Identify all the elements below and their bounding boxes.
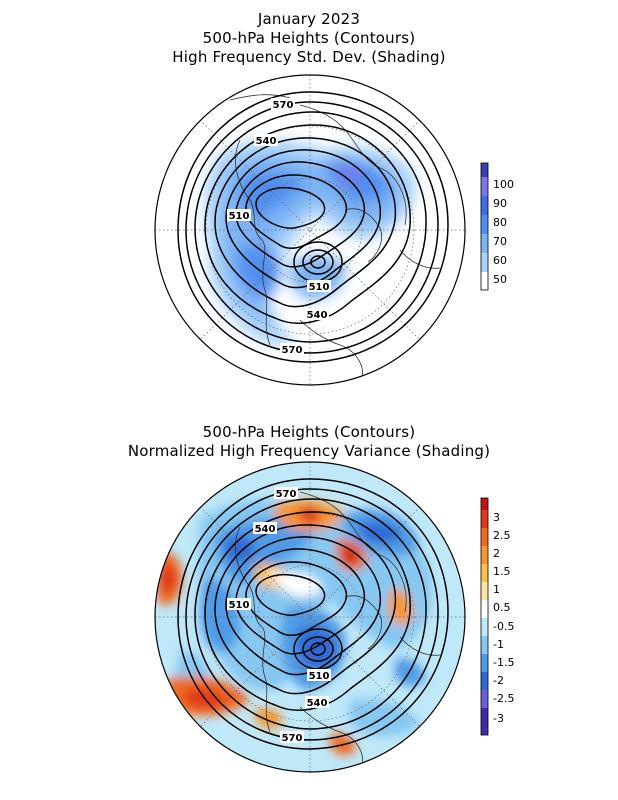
map1-label-510-left: 510: [229, 211, 250, 222]
map1-colorbar-swatch: [481, 234, 488, 253]
map1-label-510-low: 510: [309, 282, 330, 293]
map2-colorbar-label: 1.5: [493, 565, 511, 578]
map2-colorbar-label: -3: [493, 712, 504, 725]
map1-label-570-top: 570: [273, 100, 294, 111]
map2-colorbar-label: 3: [493, 511, 500, 524]
map1-height-contours: [177, 91, 449, 363]
map2-colorbar-swatch: [481, 600, 488, 618]
map2-colorbar-swatch: [481, 672, 488, 690]
map1-contour-labels: 570 540 510 510 540 570: [227, 98, 331, 356]
map1-polar-map: 570 540 510 510 540 570: [154, 74, 466, 386]
map2-title: 500-hPa Heights (Contours) Normalized Hi…: [0, 423, 618, 461]
map2-label-570-bottom: 570: [282, 733, 303, 744]
map2-label-540-bottom: 540: [307, 698, 328, 709]
map1-title-line2: 500-hPa Heights (Contours): [202, 29, 416, 47]
map2-colorbar-label: -2.5: [493, 692, 514, 705]
map2-colorbar-swatch: [481, 708, 488, 735]
map1-colorbar-label: 80: [493, 216, 507, 229]
map1-label-570-bottom: 570: [282, 345, 303, 356]
map1-colorbar-swatch: [481, 215, 488, 234]
map2-colorbar-label: -1: [493, 638, 504, 651]
map2-colorbar-label: 1: [493, 583, 500, 596]
map1-label-540-bottom: 540: [307, 310, 328, 321]
map2-colorbar-label: -0.5: [493, 620, 514, 633]
map2-contour-labels: 570 540 510 510 540 570: [227, 487, 331, 744]
map2-colorbar-label: -1.5: [493, 656, 514, 669]
map2-boundary: [154, 461, 466, 773]
map2-colorbar-label: 0.5: [493, 601, 511, 614]
map2-colorbar-label: 2: [493, 547, 500, 560]
map2-colorbar-label: 2.5: [493, 529, 511, 542]
map2-colorbar-swatch: [481, 498, 488, 510]
map1-title-line3: High Frequency Std. Dev. (Shading): [172, 48, 446, 66]
map2-anomaly-shading: [155, 499, 433, 756]
map2-label-510-low: 510: [309, 671, 330, 682]
map2-colorbar-swatch: [481, 528, 488, 546]
map1-colorbar: 100 90 80 70 60 50: [480, 162, 514, 291]
map1-title: January 2023 500-hPa Heights (Contours) …: [0, 10, 618, 67]
map1-colorbar-label: 50: [493, 273, 507, 286]
map1-colorbar-swatch: [481, 272, 488, 290]
map2-colorbar-swatch: [481, 654, 488, 672]
map2-label-540-top: 540: [255, 524, 276, 535]
map2-label-570-top: 570: [276, 489, 297, 500]
map2-polar-map: 570 540 510 510 540 570: [154, 461, 466, 773]
map2-height-contours: [177, 478, 449, 750]
map1-colorbar-swatch: [481, 196, 488, 215]
map1-label-540-top: 540: [256, 136, 277, 147]
map1-lat-lon-grid: [155, 75, 465, 385]
map2-title-line1: 500-hPa Heights (Contours): [202, 423, 416, 441]
map2-colorbar-swatch: [481, 564, 488, 582]
map2-colorbar: 3 2.5 2 1.5 1 0.5 -0.5 -1 -1.5 -2 -2.5 -…: [480, 497, 514, 736]
map2-colorbar-swatch: [481, 636, 488, 654]
map2-colorbar-swatch: [481, 546, 488, 564]
map2-colorbar-swatch: [481, 510, 488, 528]
map1-title-line1: January 2023: [257, 10, 361, 28]
map2-lat-lon-grid: [155, 462, 465, 772]
map2-colorbar-swatch: [481, 618, 488, 636]
map2-label-510-left: 510: [229, 600, 250, 611]
map2-colorbar-label: -2: [493, 674, 504, 687]
map1-colorbar-label: 60: [493, 254, 507, 267]
map2-colorbar-swatch: [481, 582, 488, 600]
map2-colorbar-swatch: [481, 690, 488, 708]
map1-std-dev-shading: [205, 140, 416, 347]
map1-colorbar-swatch: [481, 177, 488, 196]
map1-colorbar-label: 70: [493, 235, 507, 248]
map1-colorbar-swatch: [481, 253, 488, 272]
map1-boundary: [154, 74, 466, 386]
map2-title-line2: Normalized High Frequency Variance (Shad…: [127, 442, 491, 460]
map1-colorbar-label: 90: [493, 197, 507, 210]
map1-colorbar-label: 100: [493, 178, 514, 191]
map1-colorbar-swatch: [481, 163, 488, 177]
